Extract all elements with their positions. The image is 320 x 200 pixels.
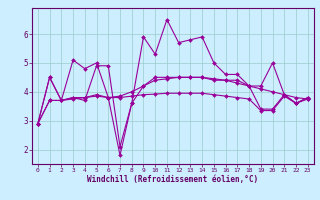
X-axis label: Windchill (Refroidissement éolien,°C): Windchill (Refroidissement éolien,°C) xyxy=(87,175,258,184)
